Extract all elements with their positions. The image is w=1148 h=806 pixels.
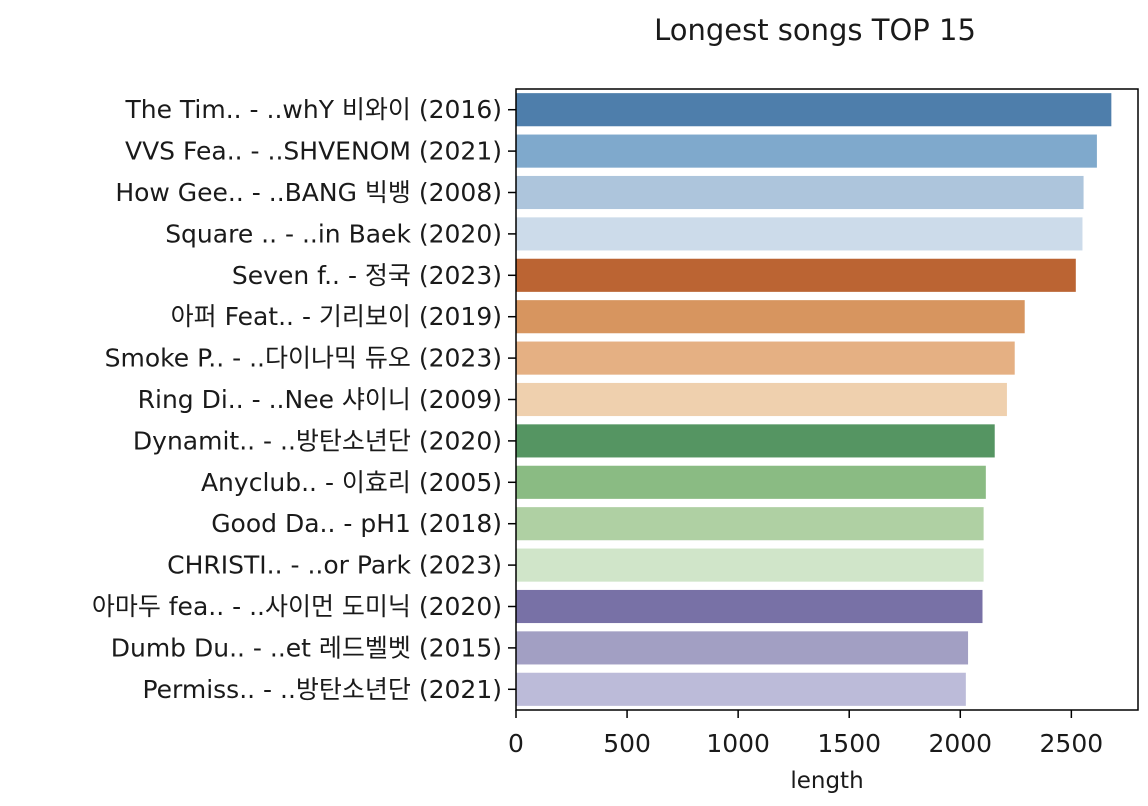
plot-frame: [515, 88, 1139, 711]
category-label: Dynamit.. - ..방탄소년단 (2020): [133, 426, 502, 455]
x-tick-label: 0: [508, 729, 524, 758]
category-labels: The Tim.. - ..whY 비와이 (2016) VVS Fea.. - …: [92, 95, 516, 704]
x-axis-label: length: [790, 768, 863, 794]
bar: [516, 424, 995, 458]
category-label: Good Da.. - pH1 (2018): [211, 509, 502, 538]
bar: [516, 341, 1015, 375]
category-label: Ring Di.. - ..Nee 샤이니 (2009): [138, 385, 502, 414]
x-axis: 0 500 1000 1500 2000 2500: [508, 710, 1103, 758]
bar: [516, 631, 969, 665]
x-tick-label: 2000: [928, 729, 992, 758]
bar: [516, 382, 1007, 417]
bar: [516, 175, 1084, 210]
x-tick-label: 2500: [1040, 729, 1104, 758]
bar: [516, 134, 1097, 168]
category-label: How Gee.. - ..BANG 빅뱅 (2008): [115, 178, 502, 207]
bar: [516, 672, 966, 706]
category-label: 아마두 fea.. - ..사이먼 도미닉 (2020): [92, 592, 502, 621]
category-label: Smoke P.. - ..다이나믹 듀오 (2023): [105, 344, 502, 373]
bar: [516, 258, 1076, 292]
category-label: Anyclub.. - 이효리 (2005): [201, 468, 502, 497]
x-tick-label: 1000: [706, 729, 770, 758]
bar: [516, 589, 983, 624]
category-label: Dumb Du.. - ..et 레드벨벳 (2015): [111, 633, 502, 662]
category-label: The Tim.. - ..whY 비와이 (2016): [124, 95, 502, 124]
bar: [516, 465, 986, 499]
x-tick-label: 1500: [817, 729, 881, 758]
bar: [516, 548, 984, 582]
category-label: 아퍼 Feat.. - 기리보이 (2019): [171, 302, 502, 331]
bar: [516, 93, 1112, 127]
category-label: Square .. - ..in Baek (2020): [165, 219, 502, 248]
category-label: VVS Fea.. - ..SHVENOM (2021): [125, 137, 502, 166]
bar: [516, 217, 1083, 251]
bar: [516, 300, 1025, 334]
category-label: Seven f.. - 정국 (2023): [232, 261, 502, 290]
bars-group: [516, 93, 1112, 706]
category-label: Permiss.. - ..방탄소년단 (2021): [142, 675, 502, 704]
chart-title: Longest songs TOP 15: [654, 13, 976, 47]
category-label: CHRISTI.. - ..or Park (2023): [167, 551, 502, 580]
x-tick-label: 500: [603, 729, 651, 758]
bar: [516, 507, 984, 541]
